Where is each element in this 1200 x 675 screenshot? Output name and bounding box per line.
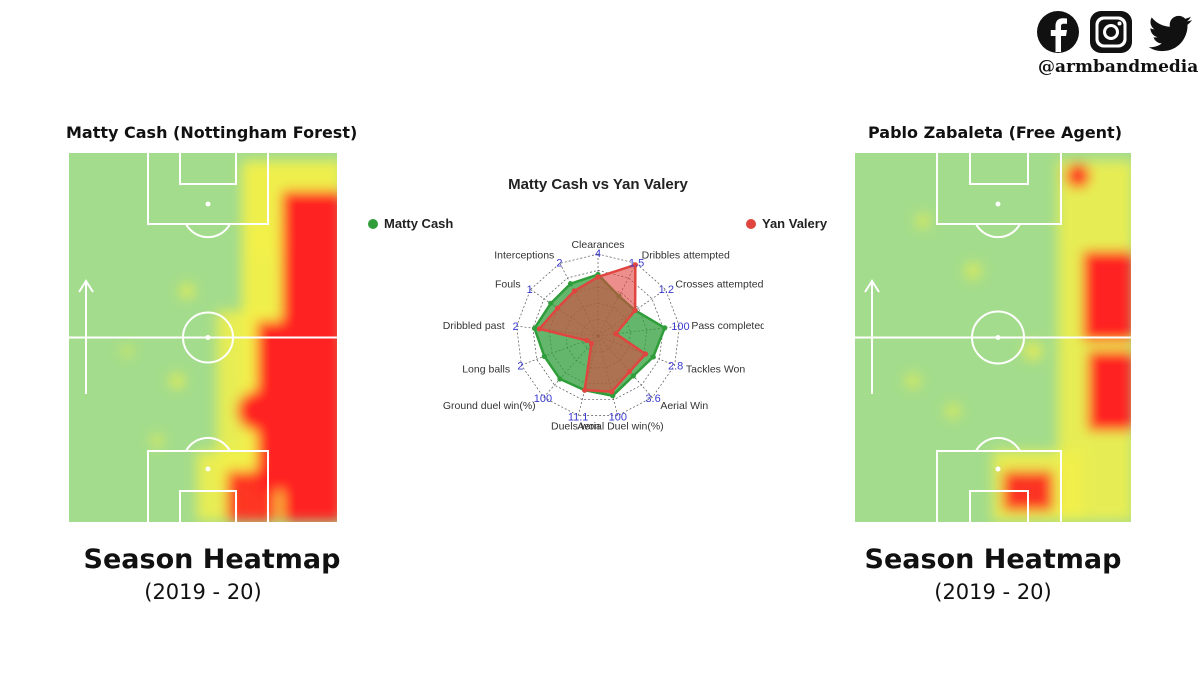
radar-axis-label: Pass completed(%) — [691, 320, 764, 332]
radar-axis-max-value: 2 — [513, 321, 519, 333]
right-heat-layer — [905, 161, 1133, 521]
left-pitch-lines — [67, 151, 339, 524]
right-player-title: Pablo Zabaleta (Free Agent) — [868, 123, 1123, 142]
radar-grid-ring — [516, 253, 680, 416]
radar-axis-max-value: 1.5 — [629, 258, 644, 270]
radar-point-matty-cash — [548, 300, 554, 306]
radar-axis-max-value: 1.2 — [659, 284, 674, 296]
legend-dot-green — [368, 218, 378, 229]
legend-dot-red — [746, 218, 756, 229]
legend-label-b: Yan Valery — [762, 216, 828, 231]
radar-axis-label: Aerial Duel win(%) — [577, 420, 663, 432]
radar-point-matty-cash — [610, 393, 616, 399]
legend-item-yan-valery: Yan Valery — [746, 216, 827, 231]
radar-axis-max-value: 2.8 — [668, 360, 683, 372]
left-heatmap-season: (2019 - 20) — [144, 580, 262, 604]
radar-axis-label: Duels won — [551, 420, 600, 432]
radar-axis-label: Long balls — [462, 364, 510, 376]
radar-point-yan-valery — [554, 305, 561, 311]
left-player-title: Matty Cash (Nottingham Forest) — [66, 123, 358, 142]
radar-point-yan-valery — [582, 387, 588, 393]
radar-grid-ring — [532, 270, 664, 401]
right-heatmap-pitch — [853, 151, 1133, 524]
radar-axis-max-value: 100 — [671, 321, 689, 333]
right-direction-arrow-icon — [864, 279, 880, 394]
radar-point-yan-valery — [583, 337, 590, 343]
radar-axis-max-value: 100 — [534, 393, 552, 405]
right-pitch-lines — [853, 151, 1133, 524]
radar-point-matty-cash — [557, 376, 563, 382]
radar-axis-label: Clearances — [571, 239, 624, 251]
radar-point-yan-valery — [595, 274, 601, 280]
radar-point-yan-valery — [632, 307, 638, 313]
radar-axis-label: Dribbles attempted — [642, 250, 730, 262]
radar-axis-max-value: 2 — [517, 360, 523, 372]
radar-axis-label: Crosses attempted — [675, 279, 763, 291]
radar-axis-max-value: 100 — [609, 412, 627, 424]
radar-axis-max-value: 4 — [595, 248, 601, 260]
radar-point-yan-valery — [609, 389, 615, 395]
radar-point-matty-cash — [567, 281, 574, 287]
radar-axis-label: Tackles Won — [686, 364, 745, 376]
radar-axis-label: Aerial Win — [660, 400, 708, 412]
radar-point-yan-valery — [626, 368, 633, 375]
radar-axis-max-value: 3.6 — [645, 393, 660, 405]
radar-point-matty-cash — [541, 353, 547, 359]
twitter-icon[interactable] — [1148, 15, 1192, 52]
radar-point-matty-cash — [662, 325, 668, 331]
radar-axis-label: Ground duel win(%) — [443, 400, 536, 412]
radar-point-matty-cash — [630, 373, 636, 379]
radar-point-yan-valery — [588, 340, 595, 346]
social-icons — [1037, 11, 1192, 53]
legend-label-a: Matty Cash — [384, 216, 454, 231]
radar-point-matty-cash — [531, 325, 538, 331]
radar-point-yan-valery — [642, 351, 649, 357]
left-heatmap-pitch — [67, 151, 339, 524]
right-heatmap-season: (2019 - 20) — [934, 580, 1052, 604]
radar-axis-label: Fouls — [495, 279, 521, 291]
radar-axis-label: Interceptions — [494, 250, 554, 262]
radar-axis-label: Dribbled past — [443, 320, 505, 332]
radar-point-yan-valery — [536, 326, 542, 332]
radar-series-area-yan-valery — [537, 263, 648, 394]
left-direction-arrow-icon — [78, 279, 94, 394]
left-heatmap-title: Season Heatmap — [83, 544, 341, 575]
right-heatmap-title: Season Heatmap — [864, 544, 1122, 575]
social-block: @armbandmedia — [1034, 8, 1198, 78]
radar-axis-max-value: 11.1 — [568, 412, 589, 424]
radar-point-yan-valery — [571, 288, 577, 294]
left-heat-layer — [121, 161, 339, 521]
facebook-icon[interactable] — [1037, 11, 1079, 53]
radar-title: Matty Cash vs Yan Valery — [508, 176, 688, 193]
instagram-icon[interactable] — [1090, 11, 1132, 53]
radar-point-yan-valery — [632, 262, 638, 268]
legend-item-matty-cash: Matty Cash — [368, 216, 453, 231]
radar-point-yan-valery — [613, 331, 619, 337]
radar-axis-max-value: 2 — [556, 258, 562, 270]
social-handle[interactable]: @armbandmedia — [1038, 57, 1199, 77]
radar-axis-max-value: 1 — [527, 284, 533, 296]
radar-point-matty-cash — [650, 354, 656, 360]
